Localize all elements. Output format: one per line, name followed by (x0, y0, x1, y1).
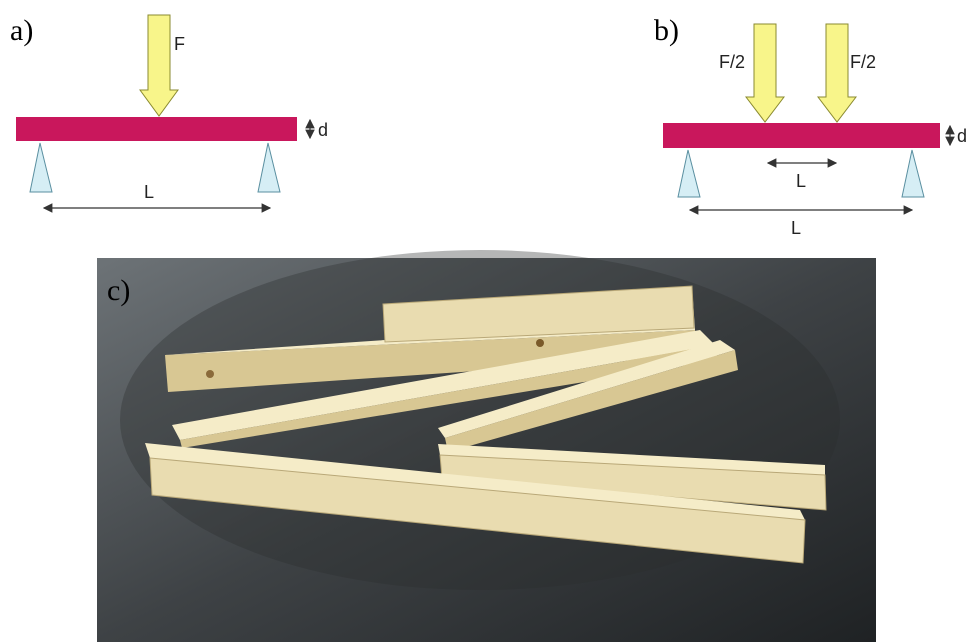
wood-beam (439, 454, 827, 511)
support (901, 149, 925, 198)
force-arrow (816, 23, 858, 123)
support (257, 142, 281, 193)
panel-a: a) F d L (10, 14, 328, 213)
force-label: F (174, 34, 185, 54)
panel-b: b) F/2 F/2 d L L (654, 14, 967, 238)
wood-beam (149, 457, 806, 564)
force-label: F/2 (719, 52, 745, 72)
wood-beam (172, 330, 715, 440)
inner-span-label: L (796, 171, 806, 191)
panel-c-photo: c) (97, 250, 876, 642)
span-label: L (144, 182, 154, 202)
panel-label: b) (654, 14, 679, 47)
force-arrow (139, 14, 179, 117)
knot (536, 339, 544, 347)
beam (16, 117, 297, 141)
support (677, 149, 701, 198)
wood-beam (180, 345, 718, 448)
wood-beam (165, 330, 697, 392)
wood-beam (438, 444, 825, 475)
span-label: L (791, 218, 801, 238)
beam (663, 123, 940, 148)
thickness-label: d (957, 126, 967, 146)
wood-beam (445, 350, 738, 452)
wood-beam (145, 443, 805, 520)
wood-beam (382, 285, 695, 343)
force-label: F/2 (850, 52, 876, 72)
force-arrow (744, 23, 786, 123)
panel-label: a) (10, 14, 33, 47)
thickness-label: d (318, 120, 328, 140)
panel-label: c) (107, 274, 130, 307)
wood-beam (438, 340, 735, 438)
support (29, 142, 53, 193)
knot (206, 370, 214, 378)
